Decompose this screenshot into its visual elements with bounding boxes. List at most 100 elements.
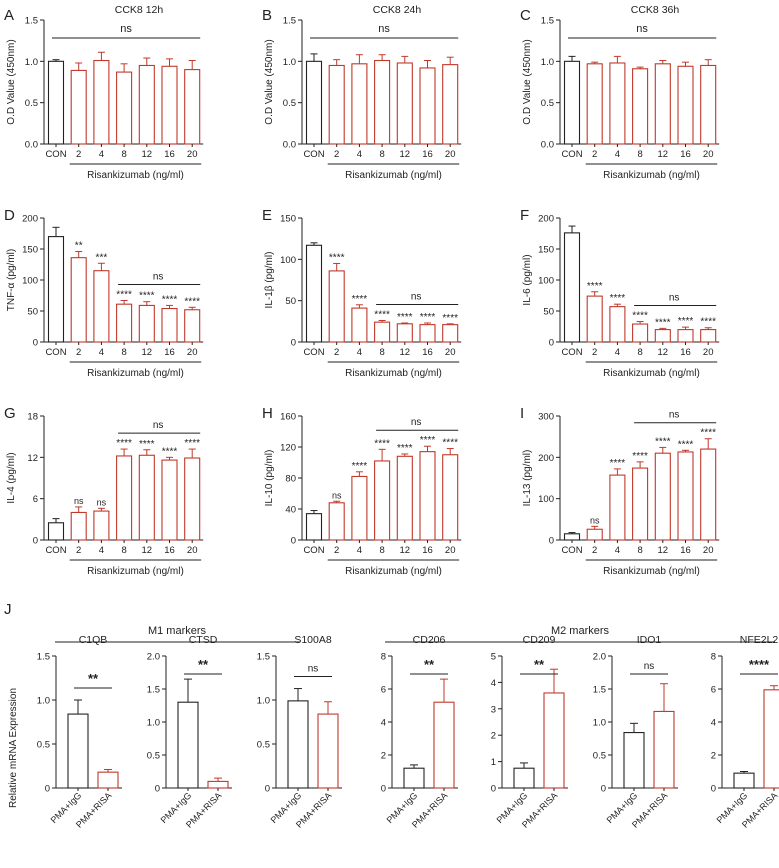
chart-panels: 0.0 0.5 1.0 1.5 O.D Value (450nm) CCK8 12h CON… <box>6 4 779 830</box>
bar <box>586 63 603 145</box>
global-sig-label: ns <box>636 23 648 35</box>
y-axis-label: IL-6 (pg/ml) <box>522 254 533 305</box>
bar <box>632 323 649 343</box>
y-tick-label: 0 <box>45 784 50 795</box>
x-tick-label: 8 <box>121 545 126 556</box>
significance-mark: **** <box>700 428 716 439</box>
y-tick-label: 0.0 <box>25 140 38 151</box>
bar <box>93 270 110 343</box>
significance-mark: **** <box>678 439 694 450</box>
x-tick-label: CON <box>561 545 582 556</box>
bar <box>374 460 391 541</box>
significance-mark: **** <box>352 461 368 472</box>
y-tick-label: 0.5 <box>283 98 296 109</box>
y-tick-label: 0 <box>265 784 270 795</box>
significance-mark: ns <box>332 490 342 500</box>
y-tick-label: 1.5 <box>147 685 160 696</box>
bar <box>305 60 323 145</box>
y-tick-label: 2 <box>491 731 496 742</box>
bar <box>609 474 626 541</box>
y-tick-label: 0 <box>33 338 38 349</box>
y-tick-label: 8 <box>711 652 716 663</box>
group-sig-label: ns <box>411 417 422 428</box>
significance-mark: **** <box>329 252 345 263</box>
bar <box>700 64 717 145</box>
bar <box>67 713 89 789</box>
significance-mark: **** <box>374 310 390 321</box>
bar <box>396 62 413 145</box>
significance-mark: ns <box>74 496 84 506</box>
m1-markers-label: M1 markers <box>148 625 207 637</box>
bar <box>419 67 436 145</box>
bar <box>632 68 649 145</box>
chart-title: S100A8 <box>294 634 332 646</box>
bar <box>287 700 309 789</box>
y-tick-label: 1 <box>491 757 496 768</box>
x-tick-label: 12 <box>400 149 411 160</box>
y-tick-label: 0.0 <box>283 140 296 151</box>
panel-letter-d: D <box>4 207 15 224</box>
bar <box>700 329 717 343</box>
y-tick-label: 0 <box>549 536 554 547</box>
bar <box>184 69 201 145</box>
y-axis-label: O.D Value (450nm) <box>6 39 17 124</box>
x-tick-label: 4 <box>615 545 620 556</box>
y-tick-label: 0 <box>155 784 160 795</box>
y-tick-label: 18 <box>27 412 38 423</box>
y-tick-label: 0 <box>291 338 296 349</box>
significance-mark: **** <box>162 446 178 457</box>
bar <box>654 63 671 145</box>
bar <box>351 475 368 541</box>
x-tick-label: 12 <box>142 545 153 556</box>
panel-g: 0 6 12 18 IL-4 (pg/ml) CON 2 ns 4 ns 8 **** 12 **** 16… <box>6 412 204 577</box>
y-tick-label: 4 <box>381 718 386 729</box>
y-tick-label: 80 <box>285 474 296 485</box>
y-tick-label: 100 <box>538 494 554 505</box>
x-tick-label: 8 <box>379 545 384 556</box>
x-tick-label: 20 <box>445 347 456 358</box>
y-tick-label: 1.0 <box>147 718 160 729</box>
y-axis-label: O.D Value (450nm) <box>522 39 533 124</box>
bar <box>654 452 671 541</box>
panel-letter-j: J <box>4 601 12 618</box>
bar <box>654 329 671 343</box>
y-tick-label: 4 <box>491 678 496 689</box>
bar <box>677 451 694 541</box>
bar <box>47 236 65 343</box>
x-tick-label: CON <box>45 545 66 556</box>
bar <box>184 309 201 343</box>
y-tick-label: 40 <box>285 505 296 516</box>
bar <box>328 64 345 145</box>
x-tick-label: 20 <box>187 347 198 358</box>
x-tick-label: 12 <box>142 347 153 358</box>
bar <box>207 780 229 789</box>
y-tick-label: 8 <box>381 652 386 663</box>
y-tick-label: 0.5 <box>37 740 50 751</box>
x-tick-label: 8 <box>121 347 126 358</box>
y-tick-label: 100 <box>280 255 296 266</box>
chart-title: NFE2L2 <box>740 634 779 646</box>
y-tick-label: 200 <box>22 214 38 225</box>
y-tick-label: 150 <box>538 245 554 256</box>
x-tick-label: 2 <box>76 545 81 556</box>
x-tick-label: CON <box>303 347 324 358</box>
chart-title: CCK8 12h <box>115 4 164 16</box>
significance-mark: **** <box>632 311 648 322</box>
y-tick-label: 150 <box>280 214 296 225</box>
bar <box>70 69 87 145</box>
significance-mark: **** <box>678 316 694 327</box>
significance-mark: *** <box>96 252 108 263</box>
x-tick-label: 16 <box>680 149 691 160</box>
bar <box>177 701 199 789</box>
global-sig-label: ns <box>120 23 132 35</box>
y-tick-label: 1.5 <box>541 16 554 27</box>
x-tick-label: CON <box>303 149 324 160</box>
group-sig-label: ns <box>669 293 680 304</box>
bar <box>47 60 65 145</box>
group-sig-label: ns <box>669 410 680 421</box>
y-tick-label: 1.5 <box>257 652 270 663</box>
panel-a: 0.0 0.5 1.0 1.5 O.D Value (450nm) CCK8 12h CON… <box>6 4 204 181</box>
y-tick-label: 50 <box>543 307 554 318</box>
bar <box>374 59 391 145</box>
